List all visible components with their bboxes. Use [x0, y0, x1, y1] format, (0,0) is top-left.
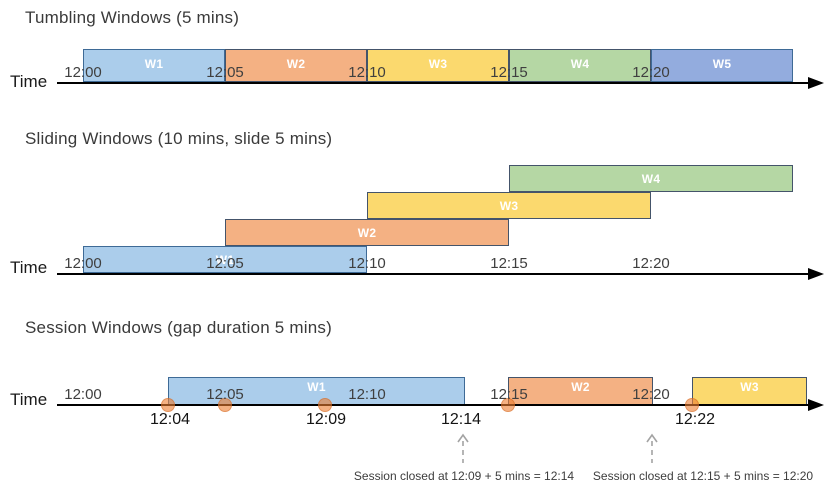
sliding-tick-label: 12:00 — [64, 255, 102, 272]
sliding-time-axis-label: Time — [10, 258, 48, 277]
sliding-window-w2: W2 — [225, 219, 509, 246]
sliding-window-w4: W4 — [509, 165, 793, 192]
window-label: W4 — [641, 171, 661, 186]
tumbling-axis-arrowhead-icon — [808, 77, 824, 89]
event-time-label: 12:22 — [674, 411, 716, 428]
window-label: W2 — [357, 225, 377, 240]
event-dot — [318, 398, 332, 412]
window-label: W3 — [428, 56, 448, 71]
session-tick-label: 12:05 — [206, 386, 244, 403]
sliding-axis-arrowhead-icon — [808, 268, 824, 280]
window-label: W1 — [144, 56, 164, 71]
event-dot — [161, 398, 175, 412]
tumbling-tick-label: 12:10 — [348, 64, 386, 81]
session-window-w3: W3 — [692, 377, 807, 405]
sliding-time-axis — [57, 273, 810, 275]
session-axis-arrowhead-icon — [808, 399, 824, 411]
sliding-tick-label: 12:20 — [632, 255, 670, 272]
tumbling-window-w3: W3 — [367, 49, 509, 82]
tumbling-tick-label: 12:00 — [64, 64, 102, 81]
session-tick-label: 12:15 — [490, 386, 528, 403]
sliding-tick-label: 12:10 — [348, 255, 386, 272]
event-dot — [218, 398, 232, 412]
event-dot — [501, 398, 515, 412]
session-section-title: Session Windows (gap duration 5 mins) — [25, 318, 332, 337]
event-time-label: 12:09 — [305, 411, 347, 428]
sliding-tick-label: 12:05 — [206, 255, 244, 272]
event-dot — [685, 398, 699, 412]
tumbling-section-title: Tumbling Windows (5 mins) — [25, 8, 240, 27]
sliding-window-w3: W3 — [367, 192, 651, 219]
tumbling-time-axis — [57, 82, 810, 84]
sliding-section-title: Sliding Windows (10 mins, slide 5 mins) — [25, 129, 333, 148]
session-tick-label: 12:10 — [348, 386, 386, 403]
tumbling-window-w2: W2 — [225, 49, 367, 82]
callout-up-arrow-icon — [646, 433, 658, 463]
session-window-w2: W2 — [508, 377, 653, 405]
window-label: W2 — [286, 56, 306, 71]
tumbling-tick-label: 12:15 — [490, 64, 528, 81]
session-tick-label: 12:00 — [64, 386, 102, 403]
window-label: W4 — [570, 56, 590, 71]
event-time-label: 12:04 — [149, 411, 191, 428]
session-time-axis — [57, 404, 810, 406]
sliding-tick-label: 12:15 — [490, 255, 528, 272]
session-tick-label: 12:20 — [632, 386, 670, 403]
sliding-window-w1: W1 — [83, 246, 367, 273]
event-time-label: 12:14 — [440, 411, 482, 428]
window-label: W3 — [499, 198, 519, 213]
session-time-axis-label: Time — [10, 390, 48, 409]
tumbling-tick-label: 12:20 — [632, 64, 670, 81]
window-label: W1 — [215, 252, 235, 267]
window-label: W2 — [571, 380, 590, 394]
tumbling-tick-label: 12:05 — [206, 64, 244, 81]
tumbling-window-w4: W4 — [509, 49, 651, 82]
callout-up-arrow-icon — [457, 433, 469, 463]
session-closed-callout: Session closed at 12:15 + 5 mins = 12:20 — [592, 469, 814, 483]
tumbling-window-w1: W1 — [83, 49, 225, 82]
window-label: W1 — [307, 380, 326, 394]
tumbling-window-w5: W5 — [651, 49, 793, 82]
window-label: W3 — [740, 380, 759, 394]
window-label: W5 — [712, 56, 732, 71]
tumbling-time-axis-label: Time — [10, 72, 48, 91]
session-closed-callout: Session closed at 12:09 + 5 mins = 12:14 — [353, 469, 575, 483]
